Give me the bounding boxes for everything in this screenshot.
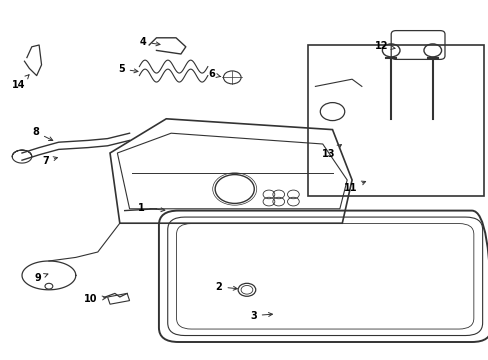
Text: 10: 10	[84, 294, 106, 305]
Text: 8: 8	[32, 127, 53, 140]
Text: 3: 3	[249, 311, 272, 321]
Text: 1: 1	[137, 203, 164, 213]
Text: 5: 5	[118, 64, 138, 74]
Text: 11: 11	[343, 181, 365, 193]
Text: 9: 9	[35, 273, 48, 283]
Text: 2: 2	[215, 282, 237, 292]
Text: 13: 13	[321, 145, 341, 159]
Text: 6: 6	[208, 69, 220, 80]
Text: 14: 14	[12, 75, 29, 90]
Bar	[307, 45, 483, 196]
Text: 12: 12	[374, 41, 394, 51]
Text: 4: 4	[140, 37, 160, 47]
Text: 7: 7	[42, 156, 57, 166]
